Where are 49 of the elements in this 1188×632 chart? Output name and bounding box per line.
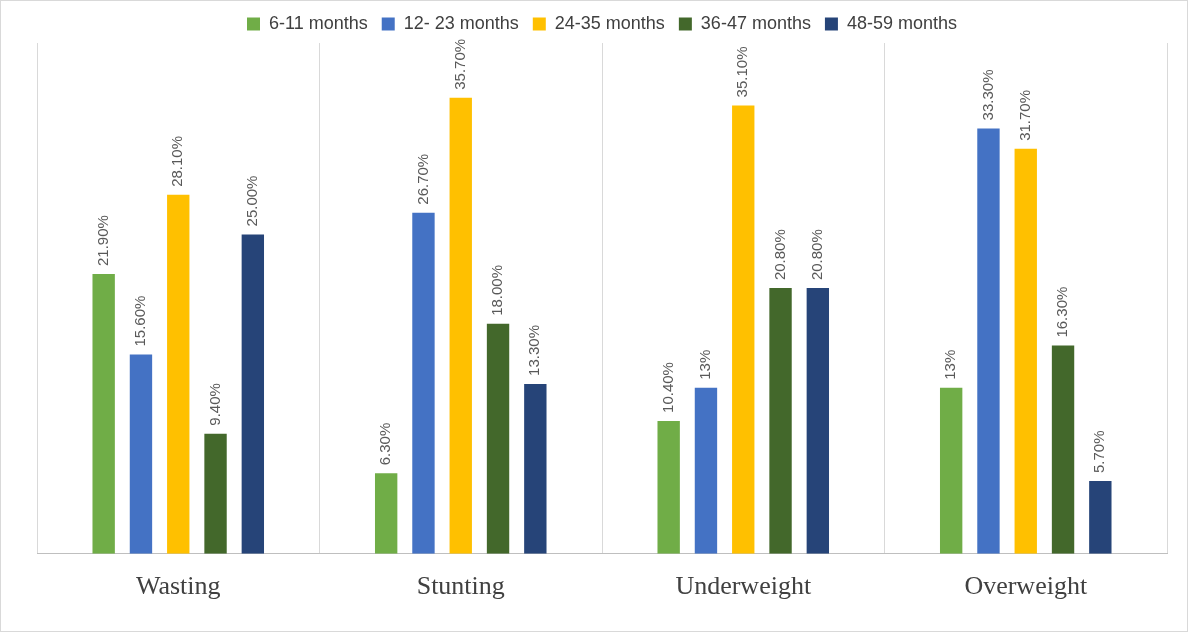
data-label: 26.70%: [413, 153, 431, 205]
data-label: 16.30%: [1053, 286, 1071, 338]
legend-label: 6-11 months: [269, 12, 368, 33]
data-label: 13%: [696, 349, 714, 380]
legend-label: 36-47 months: [700, 12, 811, 33]
bar: [732, 105, 755, 554]
legend-label: 24-35 months: [554, 12, 665, 33]
data-label: 6.30%: [376, 422, 394, 466]
bar: [694, 387, 718, 554]
data-label: 20.80%: [770, 229, 788, 281]
bar: [939, 387, 963, 554]
data-label: 25.00%: [242, 175, 260, 227]
data-label: 35.70%: [450, 38, 468, 90]
bar: [657, 420, 680, 554]
data-label: 15.60%: [131, 295, 149, 347]
data-label: 13.30%: [525, 325, 543, 376]
bar: [449, 97, 472, 554]
data-label: 33.30%: [978, 69, 996, 121]
bar: [92, 274, 115, 554]
data-label: 21.90%: [93, 215, 111, 267]
bar: [977, 128, 1000, 554]
data-label: 10.40%: [658, 362, 676, 413]
bar: [1089, 480, 1112, 554]
bar: [204, 433, 227, 554]
x-tick-label: Underweight: [675, 571, 812, 601]
bar: [241, 234, 265, 554]
data-label: 18.00%: [488, 264, 506, 316]
bar: [129, 354, 153, 554]
x-tick-label: Stunting: [416, 571, 505, 601]
bar: [412, 212, 435, 554]
x-tick-label: Overweight: [964, 571, 1088, 601]
bar: [769, 288, 792, 554]
bar: [486, 323, 510, 554]
data-label: 28.10%: [168, 135, 186, 187]
bar: [167, 194, 190, 554]
data-label: 13%: [941, 349, 959, 380]
legend-label: 48-59 months: [846, 12, 957, 33]
x-tick-label: Wasting: [135, 571, 221, 601]
bar: [1014, 148, 1037, 554]
legend-label: 12- 23 months: [403, 12, 519, 33]
bar: [524, 383, 547, 554]
bar: [374, 473, 398, 554]
data-label: 31.70%: [1015, 89, 1033, 141]
bar: [806, 288, 830, 554]
data-label: 35.10%: [733, 46, 751, 98]
data-label: 20.80%: [807, 229, 825, 281]
data-label: 5.70%: [1090, 430, 1108, 473]
bar: [1051, 345, 1075, 554]
data-label: 9.40%: [205, 383, 223, 426]
